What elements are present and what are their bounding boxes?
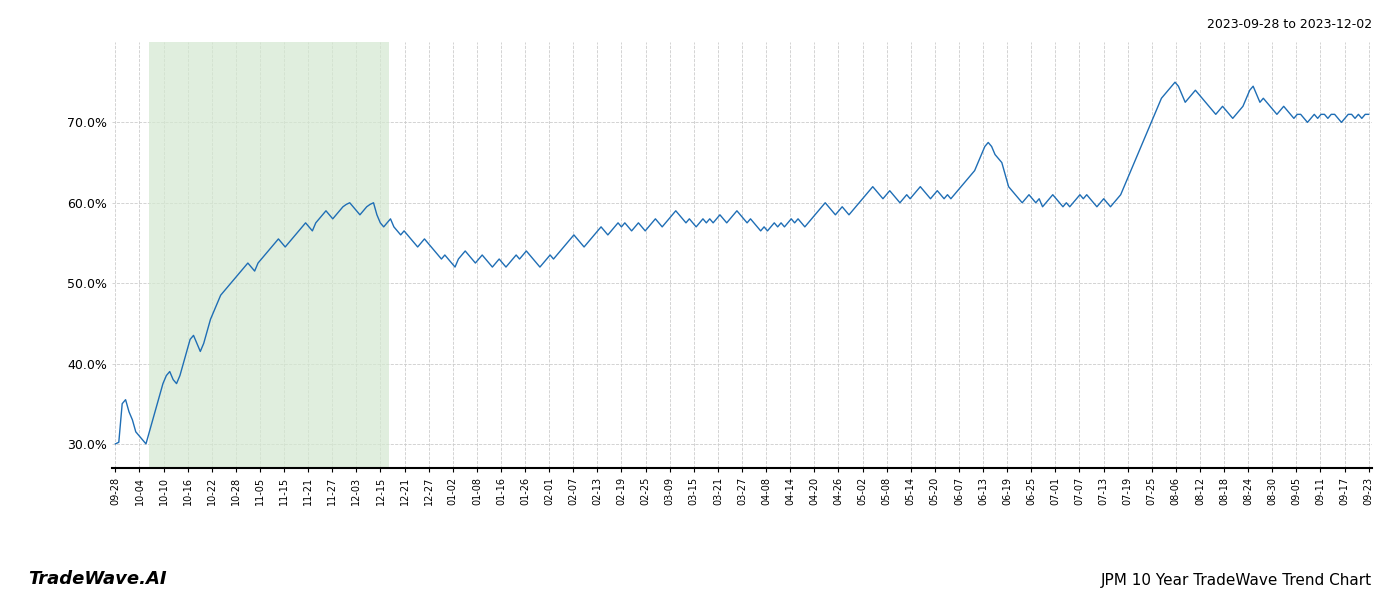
Text: JPM 10 Year TradeWave Trend Chart: JPM 10 Year TradeWave Trend Chart — [1100, 573, 1372, 588]
Bar — [150, 42, 389, 468]
Text: TradeWave.AI: TradeWave.AI — [28, 570, 167, 588]
Text: 2023-09-28 to 2023-12-02: 2023-09-28 to 2023-12-02 — [1207, 18, 1372, 31]
